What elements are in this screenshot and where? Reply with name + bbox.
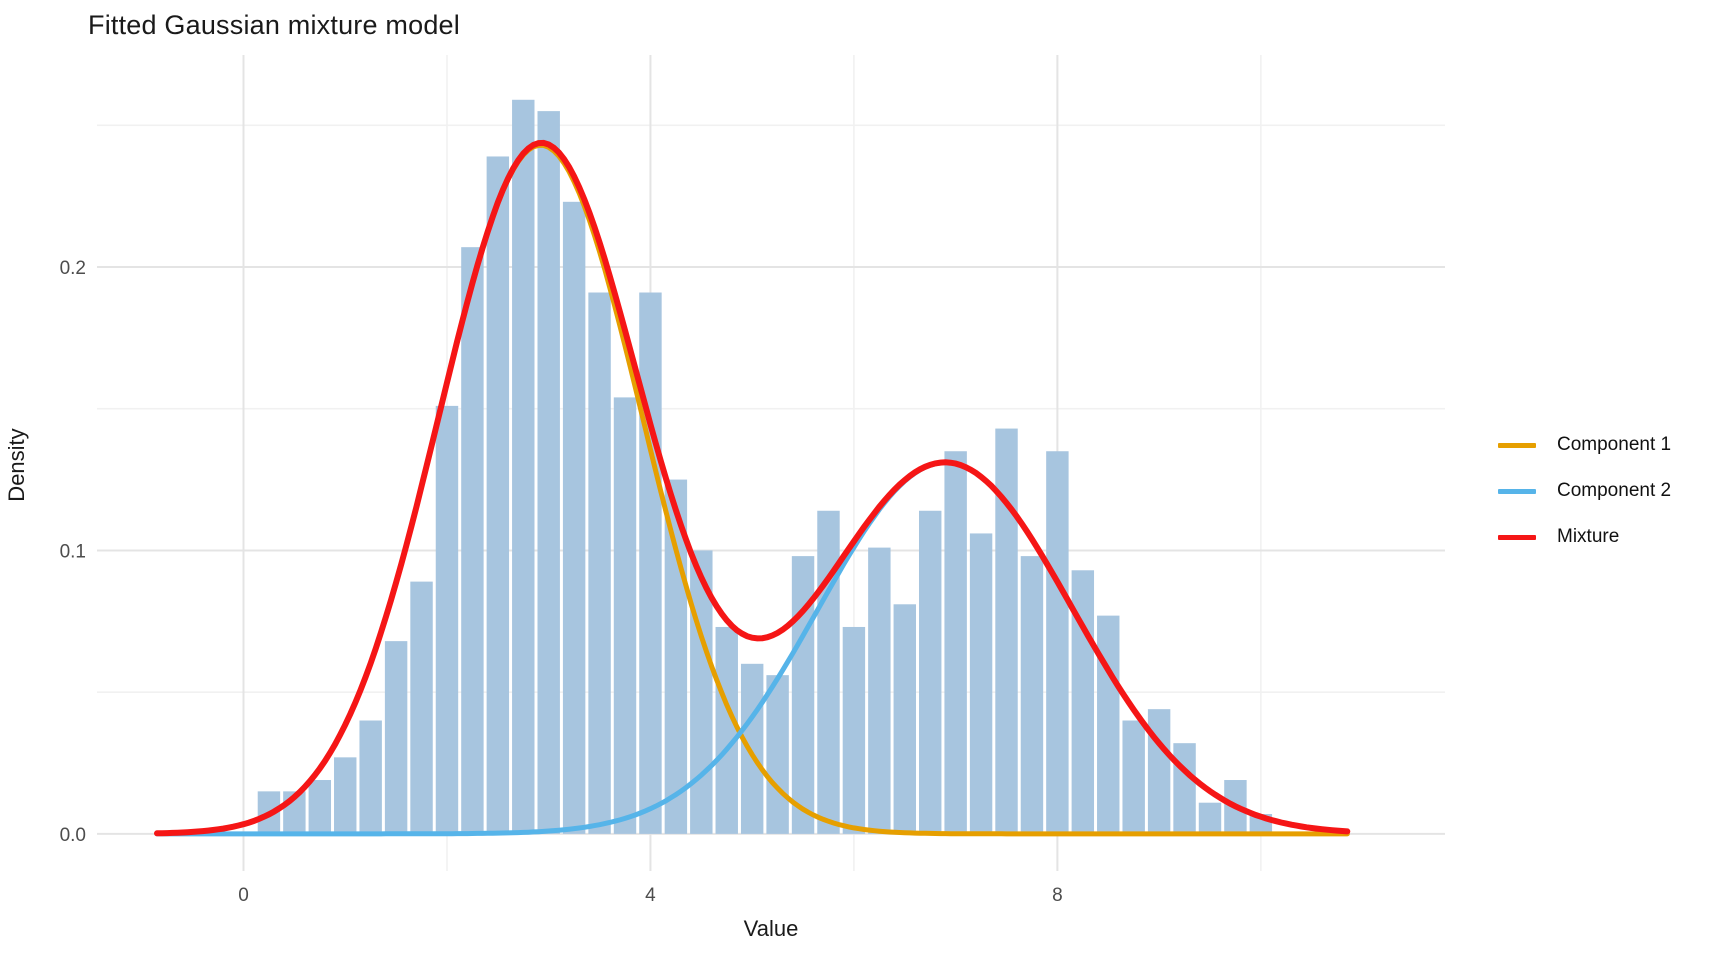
legend-item-component-1: Component 1 <box>1498 432 1671 458</box>
histogram-bar <box>1020 556 1044 834</box>
mixture-key-line <box>1498 534 1536 540</box>
histogram-bar <box>842 626 866 834</box>
histogram-bar <box>715 626 738 834</box>
legend-label-component-1: Component 1 <box>1557 434 1672 455</box>
x-axis-title: Value <box>743 916 799 941</box>
legend: Component 1 Component 2 Mixture <box>1498 432 1671 570</box>
histogram-bar <box>740 663 764 834</box>
y-tick-label: 0.0 <box>60 825 86 846</box>
histogram-bar <box>334 757 357 834</box>
x-tick-label: 0 <box>238 885 249 906</box>
histogram-bar <box>1046 451 1069 834</box>
component-1-key-line <box>1498 442 1536 448</box>
histogram-bar <box>817 510 840 834</box>
histogram-bar <box>1097 615 1120 834</box>
histogram-bar <box>1147 709 1171 834</box>
legend-item-mixture: Mixture <box>1498 524 1671 550</box>
histogram-bar <box>486 156 510 834</box>
y-tick-label: 0.1 <box>60 541 86 562</box>
histogram-bar <box>537 111 560 834</box>
histogram-bar <box>384 641 408 834</box>
histogram-bar <box>639 292 662 834</box>
histogram-bar <box>461 247 484 834</box>
histogram-bar <box>944 451 967 834</box>
histogram-bar <box>995 428 1018 834</box>
histogram-bar <box>918 510 942 834</box>
histogram-bar <box>1198 802 1222 834</box>
histogram-bar <box>410 581 433 834</box>
legend-item-component-2: Component 2 <box>1498 478 1671 504</box>
chart-title: Fitted Gaussian mixture model <box>88 10 460 40</box>
histogram-bar <box>1173 743 1196 834</box>
x-tick-label: 4 <box>645 885 656 906</box>
component-2-key-line <box>1498 488 1536 494</box>
y-tick-label: 0.2 <box>60 258 86 279</box>
histogram-bar <box>562 201 586 834</box>
histogram-bar <box>969 533 993 834</box>
legend-label-mixture: Mixture <box>1557 526 1620 547</box>
legend-label-component-2: Component 2 <box>1557 480 1672 501</box>
mixture-curve <box>154 139 1351 837</box>
histogram-bar <box>435 405 459 834</box>
histogram-bar <box>308 780 332 834</box>
histogram-bar <box>359 720 382 834</box>
histogram-bar <box>1122 720 1145 834</box>
histogram-bar <box>868 547 891 834</box>
histogram-bar <box>766 675 789 834</box>
histogram-bar <box>512 99 535 834</box>
x-tick-label: 8 <box>1052 885 1063 906</box>
y-axis-title: Density <box>4 428 29 502</box>
histogram-bar <box>893 604 916 834</box>
histogram-bar <box>588 292 611 834</box>
histogram-bar <box>613 397 637 834</box>
